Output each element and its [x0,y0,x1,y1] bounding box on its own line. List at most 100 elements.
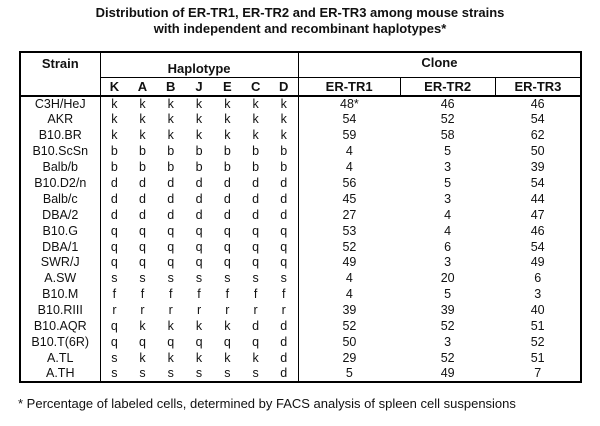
haplotype-cell: r [196,303,202,318]
haplotype-cell: q [223,255,231,270]
strain-cell: B10.BR [20,127,101,144]
haplotype-cell: k [195,128,203,143]
haplotype-cell: b [195,160,203,175]
strain-cell: B10.RIII [20,302,101,319]
distribution-table: Strain Haplotype Clone K A B J E C D ER-… [19,51,583,384]
column-header-haplotype: Haplotype [100,52,299,78]
haplotype-cell: k [224,350,231,365]
haplotype-cell: r [225,303,230,318]
haplotype-col-header-b: B [156,77,185,97]
haplotype-cell: q [138,255,146,270]
haplotype-cell: q [252,223,260,238]
clone-value-cell: 50 [342,334,357,349]
clone-col-header-er-tr2: ER-TR2 [400,77,496,97]
clone-value-cell: 4 [345,271,353,286]
haplotype-cell: f [269,286,299,303]
strain-cell: C3H/HeJ [20,96,101,112]
clone-value-cell: 54 [530,176,545,190]
table-row: C3H/HeJ k k k k k k k 48* 46 46 [20,96,581,112]
title-line-1: Distribution of ER-TR1, ER-TR2 and ER-TR… [95,5,505,20]
table-header: Strain Haplotype Clone K A B J E C D ER-… [20,52,582,97]
haplotype-cell: b [110,144,118,159]
haplotype-cell: k [195,97,203,111]
haplotype-cell: r [253,303,258,318]
haplotype-cell: d [167,176,175,190]
clone-value-cell: 46 [440,97,455,111]
haplotype-cell: s [252,271,259,286]
strain-cell: A.TL [20,350,101,367]
haplotype-cell: b [195,144,203,159]
table-body: C3H/HeJ k k k k k k k 48* 46 46 AKR k k k k k k k 54 52 54 B10… [20,96,581,383]
clone-value-cell: 52 [342,239,357,254]
haplotype-cell: d [167,207,175,222]
clone-value-cell: 54 [530,239,545,254]
table-row: Balb/c d d d d d d d 45 3 44 [20,191,581,208]
table-row: B10.T(6R) q q q q q q d 50 3 52 [20,334,581,351]
haplotype-cell: s [167,366,174,381]
haplotype-cell: k [195,350,203,365]
clone-value-cell: 20 [440,271,455,286]
haplotype-cell: d [269,207,299,224]
table-row: B10.BR k k k k k k k 59 58 62 [20,127,581,144]
haplotype-cell: k [139,350,146,365]
haplotype-cell: b [138,160,146,175]
clone-value-cell: 53 [342,223,357,238]
clone-col-header-er-tr1: ER-TR1 [298,77,401,97]
haplotype-cell: k [224,128,231,143]
column-header-clone: Clone [298,52,582,78]
haplotype-cell: b [252,160,260,175]
clone-value-cell: 6 [444,239,452,254]
haplotype-cell: k [139,112,146,127]
haplotype-cell: q [110,319,118,334]
haplotype-cell: q [138,239,146,254]
clone-value-cell: 7 [534,366,542,381]
clone-value-cell: 48* [340,97,359,111]
haplotype-cell: s [195,271,203,286]
clone-value-cell: 52 [440,319,455,334]
strain-cell: A.TH [20,366,101,383]
haplotype-cell: k [111,97,118,111]
clone-value-cell: 49 [440,366,455,381]
table-title: Distribution of ER-TR1, ER-TR2 and ER-TR… [0,5,600,37]
haplotype-cell: s [269,270,299,287]
haplotype-cell: d [223,191,231,206]
haplotype-cell: d [223,207,231,222]
haplotype-cell: d [138,176,146,190]
clone-value-cell: 4 [444,223,452,238]
haplotype-cell: s [252,366,259,381]
haplotype-cell: q [223,223,231,238]
table-row: DBA/1 q q q q q q q 52 6 54 [20,239,581,256]
haplotype-cell: b [138,144,146,159]
haplotype-cell: q [110,239,118,254]
strain-cell: B10.AQR [20,318,101,335]
clone-value-cell: 54 [342,112,357,127]
clone-value-cell: 59 [342,128,357,143]
header-row-subcolumns: K A B J E C D ER-TR1 ER-TR2 ER-TR3 [20,77,582,97]
haplotype-cell: k [252,97,259,111]
haplotype-cell: k [139,97,146,111]
haplotype-cell: k [224,97,231,111]
haplotype-cell: k [139,319,146,334]
haplotype-cell: q [252,239,260,254]
haplotype-cell: k [111,112,118,127]
haplotype-cell: f [225,287,230,302]
haplotype-col-header-a: A [128,77,157,97]
haplotype-cell: b [223,160,231,175]
haplotype-cell: k [167,319,174,334]
haplotype-cell: q [110,223,118,238]
haplotype-cell: d [269,318,299,335]
clone-value-cell: 39 [530,160,545,175]
clone-value-cell: 58 [440,128,455,143]
strain-cell: Balb/b [20,159,101,176]
table-row: Balb/b b b b b b b b 4 3 39 [20,159,581,176]
haplotype-cell: d [252,319,260,334]
clone-value-cell: 3 [444,255,452,270]
haplotype-cell: d [252,191,260,206]
haplotype-cell: k [269,112,299,128]
clone-value-cell: 5 [444,144,452,159]
haplotype-cell: f [140,287,145,302]
haplotype-cell: f [253,287,258,302]
clone-value-cell: 56 [342,176,357,190]
table-row: B10.ScSn b b b b b b b 4 5 50 [20,143,581,160]
